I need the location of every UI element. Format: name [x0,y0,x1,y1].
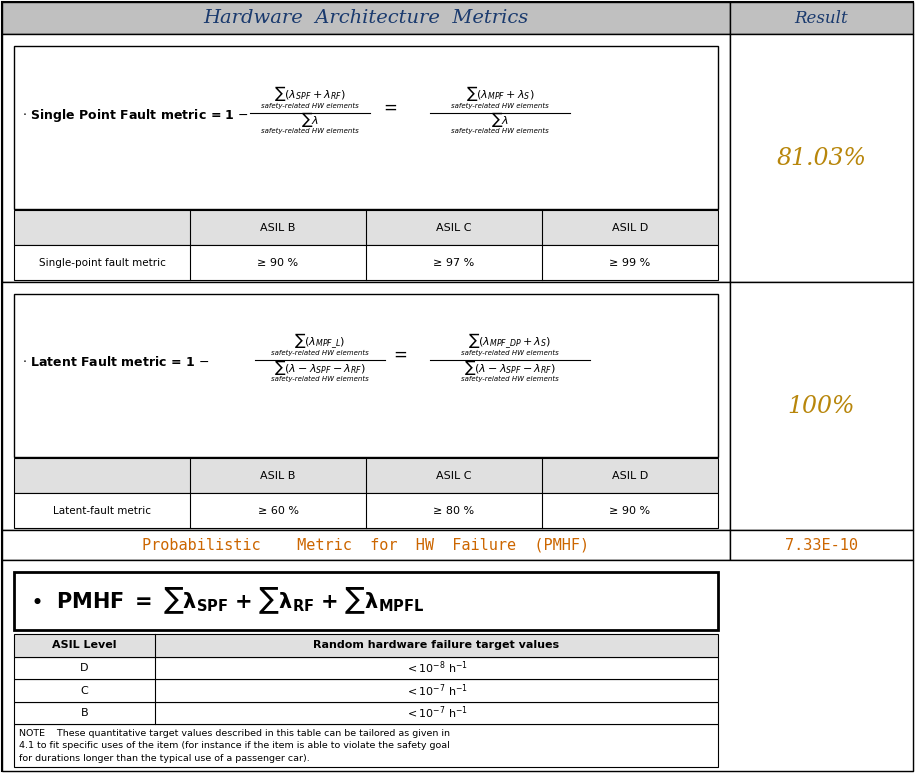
Text: safety-related HW elements: safety-related HW elements [261,103,359,108]
Text: ASIL B: ASIL B [260,471,296,481]
Text: ASIL C: ASIL C [436,471,472,481]
Text: $\cdot$ Latent Fault metric = 1 $-$: $\cdot$ Latent Fault metric = 1 $-$ [22,355,210,369]
Text: C: C [81,686,88,696]
Text: ≥ 80 %: ≥ 80 % [434,506,475,516]
Text: Probabilistic    Metric  for  HW  Failure  (PMHF): Probabilistic Metric for HW Failure (PMH… [143,537,589,553]
Text: =: = [383,98,397,117]
Text: 7.33E-10: 7.33E-10 [785,537,858,553]
Text: $\bullet$  $\mathbf{PMHF}$ $\mathbf{=}$ $\mathbf{\sum\lambda_{SPF}}$ $\mathbf{+}: $\bullet$ $\mathbf{PMHF}$ $\mathbf{=}$ $… [30,586,425,616]
Text: =: = [393,346,407,363]
Text: safety-related HW elements: safety-related HW elements [461,376,559,382]
Text: $< 10^{-7}\ \mathrm{h}^{-1}$: $< 10^{-7}\ \mathrm{h}^{-1}$ [404,705,468,721]
Bar [14,679,718,702]
Bar [730,34,913,282]
Text: $\sum(\lambda_{MPF\_L})$: $\sum(\lambda_{MPF\_L})$ [295,332,346,351]
Text: $\sum\lambda$: $\sum\lambda$ [491,110,509,129]
Text: ASIL C: ASIL C [436,223,472,233]
Bar [14,458,718,493]
Text: safety-related HW elements: safety-related HW elements [261,128,359,134]
Bar [14,634,718,656]
Text: ≥ 60 %: ≥ 60 % [257,506,298,516]
Bar [14,702,718,724]
Text: $\sum(\lambda - \lambda_{SPF} - \lambda_{RF})$: $\sum(\lambda - \lambda_{SPF} - \lambda_… [464,358,556,377]
Text: 100%: 100% [788,394,856,417]
Text: safety-related HW elements: safety-related HW elements [461,349,559,356]
Text: safety-related HW elements: safety-related HW elements [271,376,369,382]
Text: D: D [81,663,89,673]
Bar [14,656,718,679]
Text: $< 10^{-8}\ \mathrm{h}^{-1}$: $< 10^{-8}\ \mathrm{h}^{-1}$ [404,659,468,676]
Text: safety-related HW elements: safety-related HW elements [451,128,549,134]
Text: safety-related HW elements: safety-related HW elements [451,103,549,108]
Bar [14,245,718,280]
Text: $\sum(\lambda_{MPF\_DP} + \lambda_{S})$: $\sum(\lambda_{MPF\_DP} + \lambda_{S})$ [468,332,552,351]
Text: $\sum(\lambda - \lambda_{SPF} - \lambda_{RF})$: $\sum(\lambda - \lambda_{SPF} - \lambda_… [274,358,366,377]
Text: B: B [81,708,88,718]
Bar [2,282,730,530]
Bar [2,34,730,282]
Bar [14,210,718,245]
Text: Result: Result [795,9,848,26]
Bar [2,530,730,560]
Text: ASIL D: ASIL D [612,471,648,481]
Text: 81.03%: 81.03% [777,147,867,169]
Bar [14,294,718,457]
Text: safety-related HW elements: safety-related HW elements [271,349,369,356]
Bar [730,282,913,530]
Text: Single-point fault metric: Single-point fault metric [38,257,166,267]
Text: ≥ 99 %: ≥ 99 % [609,257,651,267]
Text: $< 10^{-7}\ \mathrm{h}^{-1}$: $< 10^{-7}\ \mathrm{h}^{-1}$ [404,683,468,699]
Bar [14,572,718,630]
Text: $\cdot$ Single Point Fault metric = 1 $-$: $\cdot$ Single Point Fault metric = 1 $-… [22,107,249,124]
Text: ASIL Level: ASIL Level [52,640,116,650]
Text: NOTE    These quantitative target values described in this table can be tailored: NOTE These quantitative target values de… [19,729,450,763]
Text: $\sum(\lambda_{SPF} + \lambda_{RF})$: $\sum(\lambda_{SPF} + \lambda_{RF})$ [274,84,346,103]
Bar [14,493,718,528]
Text: $\sum(\lambda_{MPF} + \lambda_{S})$: $\sum(\lambda_{MPF} + \lambda_{S})$ [466,84,534,103]
Bar [730,530,913,560]
Bar [2,2,730,34]
Text: Latent-fault metric: Latent-fault metric [53,506,151,516]
Bar [730,2,913,34]
Text: $\sum\lambda$: $\sum\lambda$ [301,110,319,129]
Text: ASIL B: ASIL B [260,223,296,233]
Text: ≥ 97 %: ≥ 97 % [434,257,475,267]
Text: ASIL D: ASIL D [612,223,648,233]
Bar [2,560,913,771]
Text: Random hardware failure target values: Random hardware failure target values [313,640,559,650]
Text: ≥ 90 %: ≥ 90 % [257,257,298,267]
Text: Hardware  Architecture  Metrics: Hardware Architecture Metrics [203,9,529,27]
Text: ≥ 90 %: ≥ 90 % [609,506,651,516]
Bar [14,46,718,209]
Bar [14,724,718,767]
